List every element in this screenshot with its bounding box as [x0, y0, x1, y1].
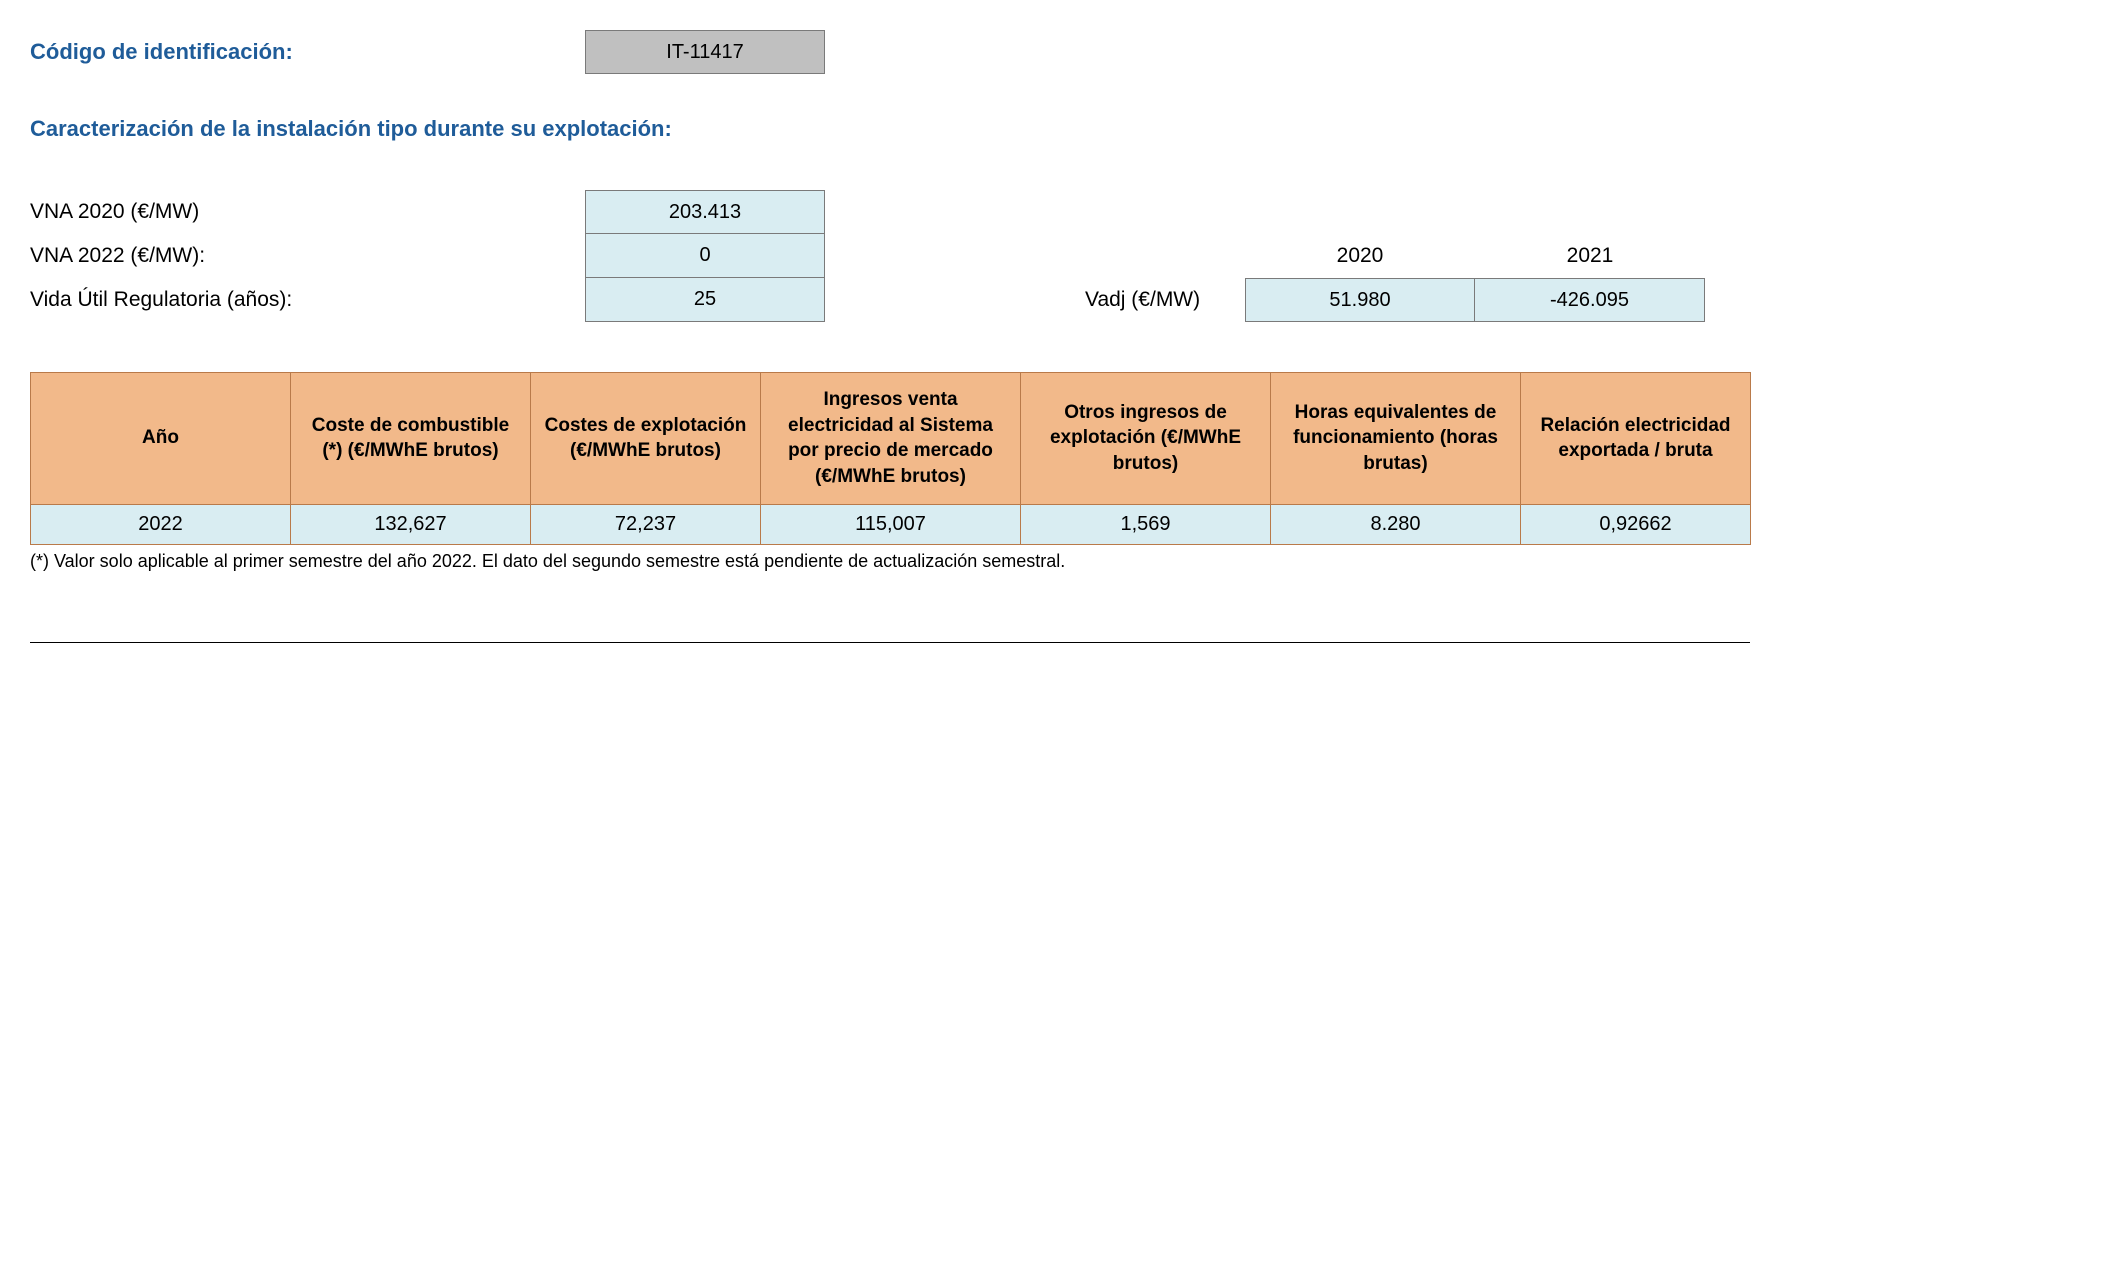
- vadj-year-1: 2021: [1475, 244, 1705, 278]
- table-header-row: AñoCoste de combustible (*) (€/MWhE brut…: [31, 373, 1751, 505]
- vadj-col-1: 2021 -426.095: [1475, 244, 1705, 322]
- vadj-label: Vadj (€/MW): [1085, 288, 1245, 322]
- vadj-col-0: 2020 51.980: [1245, 244, 1475, 322]
- vadj-value-0: 51.980: [1245, 278, 1475, 322]
- table-col-3: Ingresos venta electricidad al Sistema p…: [761, 373, 1021, 505]
- table-cell: 8.280: [1271, 504, 1521, 544]
- vadj-value-1: -426.095: [1475, 278, 1705, 322]
- section-title: Caracterización de la instalación tipo d…: [30, 116, 2096, 142]
- vna2022-label: VNA 2022 (€/MW):: [30, 244, 585, 268]
- table-cell: 2022: [31, 504, 291, 544]
- table-col-4: Otros ingresos de explotación (€/MWhE br…: [1021, 373, 1271, 505]
- separator-line: [30, 642, 1750, 643]
- id-value: IT-11417: [666, 41, 743, 64]
- vna2020-value: 203.413: [585, 190, 825, 234]
- table-row: 2022132,62772,237115,0071,5698.2800,9266…: [31, 504, 1751, 544]
- data-table: AñoCoste de combustible (*) (€/MWhE brut…: [30, 372, 1751, 545]
- footnote: (*) Valor solo aplicable al primer semes…: [30, 551, 2096, 572]
- table-col-1: Coste de combustible (*) (€/MWhE brutos): [291, 373, 531, 505]
- vna2020-label: VNA 2020 (€/MW): [30, 200, 585, 224]
- vida-value: 25: [585, 278, 825, 322]
- table-col-6: Relación electricidad exportada / bruta: [1521, 373, 1751, 505]
- table-cell: 132,627: [291, 504, 531, 544]
- table-cell: 1,569: [1021, 504, 1271, 544]
- vida-label: Vida Útil Regulatoria (años):: [30, 288, 585, 312]
- table-cell: 0,92662: [1521, 504, 1751, 544]
- table-cell: 72,237: [531, 504, 761, 544]
- table-col-2: Costes de explotación (€/MWhE brutos): [531, 373, 761, 505]
- table-col-0: Año: [31, 373, 291, 505]
- vadj-year-0: 2020: [1245, 244, 1475, 278]
- id-label: Código de identificación:: [30, 39, 585, 65]
- table-col-5: Horas equivalentes de funcionamiento (ho…: [1271, 373, 1521, 505]
- id-row: Código de identificación: IT-11417: [30, 30, 2096, 74]
- id-value-box: IT-11417: [585, 30, 825, 74]
- table-cell: 115,007: [761, 504, 1021, 544]
- vadj-block: Vadj (€/MW) 2020 51.980 2021 -426.095: [1085, 244, 1705, 322]
- vna2022-value: 0: [585, 234, 825, 278]
